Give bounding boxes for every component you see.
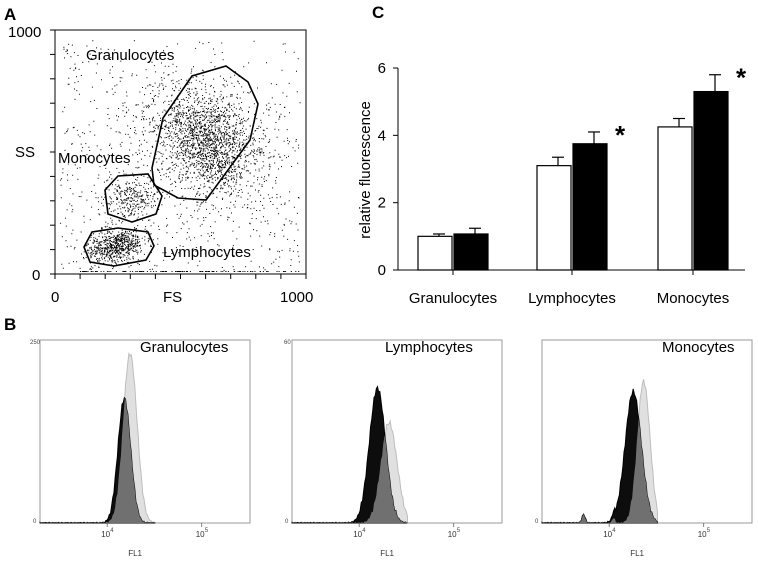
x-axis-label: FS xyxy=(163,289,182,306)
granulocyte-gate xyxy=(151,65,259,201)
scatter-dots xyxy=(60,40,301,272)
histogram-label: Lymphocytes xyxy=(385,339,473,356)
significance-asterisk: * xyxy=(615,120,626,150)
bar-marks: Granulocytes Lymphocytes Monocytes * * xyxy=(409,63,747,307)
monocyte-gate xyxy=(104,173,163,223)
histogram-x-tick-label: 10 xyxy=(603,530,612,539)
histogram-light-curve xyxy=(39,352,158,524)
histogram-x-label: FL1 xyxy=(630,549,644,558)
gate-label-lymphocytes: Lymphocytes xyxy=(163,244,251,261)
x-tick-0: 0 xyxy=(51,289,59,306)
bar-granulocytes-open xyxy=(417,235,453,271)
histogram-y-min: 0 xyxy=(535,519,539,525)
histogram-frame xyxy=(39,339,251,524)
significance-asterisk: * xyxy=(736,63,747,93)
histogram-label: Monocytes xyxy=(662,339,735,356)
panel-c-letter: C xyxy=(372,3,384,22)
bar-category-label: Monocytes xyxy=(657,290,730,307)
scatter-ticks xyxy=(50,29,307,279)
bar-y-tick-label: 2 xyxy=(378,195,386,212)
y-tick-0: 0 xyxy=(32,267,40,284)
histogram-overlap xyxy=(40,397,156,523)
panel-a: A Granulocytes Monocytes Lymphocytes 100… xyxy=(4,5,313,306)
histogram-x-tick-exponent: 4 xyxy=(612,528,616,534)
gate-label-monocytes: Monocytes xyxy=(58,150,131,167)
histogram-overlap xyxy=(292,421,408,523)
histogram-x-label: FL1 xyxy=(380,549,394,558)
histogram-y-min: 0 xyxy=(285,519,289,525)
bar-y-tick-label: 4 xyxy=(378,127,386,144)
histogram-x-tick-exponent: 5 xyxy=(205,528,209,534)
y-tick-1000: 1000 xyxy=(8,24,41,41)
y-axis-label: SS xyxy=(15,144,35,161)
bar-category-label: Lymphocytes xyxy=(528,290,616,307)
histogram-x-label: FL1 xyxy=(128,549,142,558)
histogram-x-tick-exponent: 4 xyxy=(362,528,366,534)
histogram-x-tick-label: 10 xyxy=(698,530,707,539)
histogram-y-max: 250 xyxy=(30,340,41,346)
bar-lymphocytes-filled xyxy=(572,143,608,271)
histogram-x-tick-label: 10 xyxy=(196,530,205,539)
histogram-x-tick-label: 10 xyxy=(448,530,457,539)
gate-label-granulocytes: Granulocytes xyxy=(86,47,174,64)
bar-granulocytes-filled xyxy=(453,233,489,271)
bar-monocytes-open xyxy=(657,126,693,271)
bar-y-tick-label: 6 xyxy=(378,60,386,77)
panel-b-letter: B xyxy=(4,315,16,334)
bar-lymphocytes-open xyxy=(536,165,572,271)
bar-monocytes-filled xyxy=(693,90,729,271)
histogram-x-tick-exponent: 5 xyxy=(707,528,711,534)
histogram-label: Granulocytes xyxy=(140,339,228,356)
histogram-x-tick-label: 10 xyxy=(101,530,110,539)
bar-category-label: Granulocytes xyxy=(409,290,497,307)
bar-y-tick-label: 0 xyxy=(378,262,386,279)
histogram-x-tick-label: 10 xyxy=(353,530,362,539)
lymphocyte-gate xyxy=(83,227,155,267)
panel-c: C relative fluorescence 0 2 4 6 Granulocyte… xyxy=(357,3,747,307)
bar-y-ticks: 0 2 4 6 xyxy=(378,60,398,279)
histogram-y-min: 0 xyxy=(33,519,37,525)
x-tick-1000: 1000 xyxy=(280,289,313,306)
bar-y-axis-label: relative fluorescence xyxy=(357,101,374,239)
scatter-events xyxy=(60,40,301,272)
histogram-y-max: 60 xyxy=(284,340,291,346)
histogram-x-tick-exponent: 4 xyxy=(110,528,114,534)
panel-a-letter: A xyxy=(4,5,16,24)
histogram-x-tick-exponent: 5 xyxy=(457,528,461,534)
